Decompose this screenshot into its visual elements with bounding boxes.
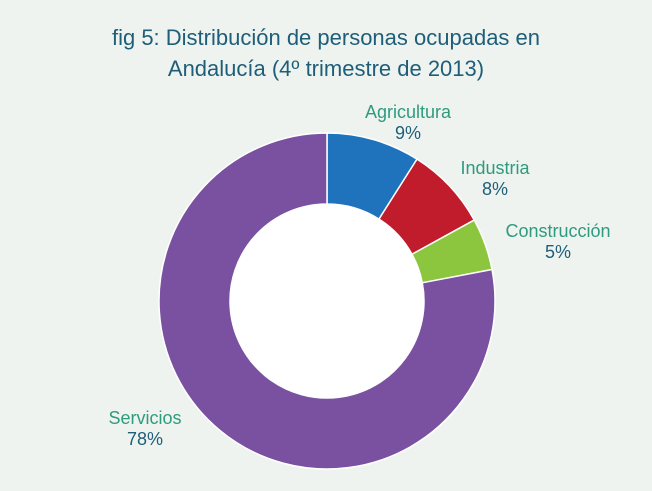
chart-title-line-2: Andalucía (4º trimestre de 2013) xyxy=(167,56,485,81)
slice-value-label: 5% xyxy=(545,242,571,262)
slice-value-label: 8% xyxy=(482,179,508,199)
slice-label: Agricultura xyxy=(365,102,452,122)
chart-title: fig 5: Distribución de personas ocupadas… xyxy=(0,22,652,84)
donut-slices xyxy=(158,132,496,470)
slice-value-label: 9% xyxy=(395,123,421,143)
slice-value-label: 78% xyxy=(127,429,163,449)
slice-label: Construcción xyxy=(505,221,610,241)
donut-hole xyxy=(230,204,424,398)
chart-title-line-1: fig 5: Distribución de personas ocupadas… xyxy=(111,25,541,50)
slice-label: Industria xyxy=(460,158,530,178)
slice-label: Servicios xyxy=(108,408,181,428)
